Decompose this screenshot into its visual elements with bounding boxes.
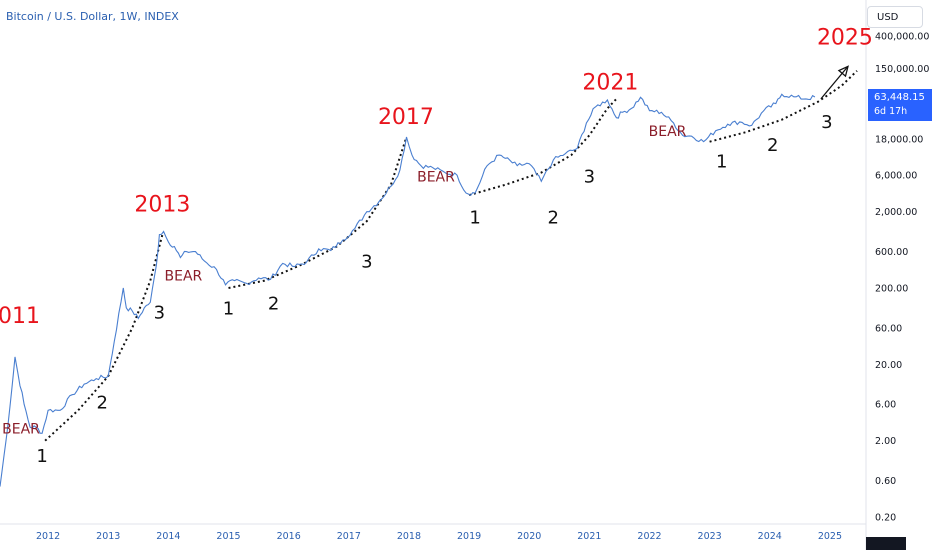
cycle-year-label: 2025	[817, 25, 873, 50]
bar-countdown: 6d 17h	[874, 106, 908, 117]
cycle-year-label: 2021	[582, 70, 638, 95]
phase-number-label: 2	[548, 207, 559, 228]
x-tick-label: 2016	[277, 531, 301, 542]
cycle-year-label: 2013	[134, 193, 190, 218]
phase-number-label: 2	[767, 135, 778, 156]
y-tick-label: 2,000.00	[875, 207, 917, 218]
x-tick-label: 2022	[637, 531, 661, 542]
bear-label: BEAR	[649, 124, 687, 140]
x-tick-label: 2020	[517, 531, 541, 542]
y-tick-label: 2.00	[875, 436, 896, 447]
phase-number-label: 1	[36, 446, 47, 467]
x-tick-label: 2013	[96, 531, 120, 542]
phase-number-label: 3	[154, 302, 165, 323]
price-series	[0, 93, 816, 487]
x-tick-label: 2014	[156, 531, 180, 542]
projection-arrow	[820, 65, 849, 100]
phase-number-label: 1	[469, 207, 480, 228]
dotted-trend-curves	[44, 65, 858, 442]
x-tick-label: 2012	[36, 531, 60, 542]
cycle-year-label: 2017	[378, 105, 434, 130]
annotations: 2011 2013 2017 2021 2025 BEAR BEAR BEAR BEAR 1 2 3 1…	[0, 25, 873, 467]
time-axis-marker	[866, 537, 906, 550]
x-tick-label: 2025	[818, 531, 842, 542]
x-tick-label: 2018	[397, 531, 421, 542]
x-tick-label: 2021	[577, 531, 601, 542]
last-price-tag: 63,448.15 6d 17h	[868, 89, 932, 121]
y-tick-label: 60.00	[875, 323, 902, 334]
x-tick-label: 2024	[758, 531, 782, 542]
y-tick-label: 18,000.00	[875, 134, 923, 145]
currency-button[interactable]: USD	[867, 6, 923, 28]
phase-number-label: 2	[268, 293, 279, 314]
price-axis[interactable]: 400,000.00 150,000.00 18,000.00 6,000.00 2,0…	[875, 32, 929, 524]
phase-number-label: 3	[361, 252, 372, 273]
y-tick-label: 600.00	[875, 247, 908, 258]
x-tick-label: 2023	[698, 531, 722, 542]
projection-arrowhead	[837, 65, 849, 78]
x-tick-label: 2015	[216, 531, 240, 542]
y-tick-label: 6.00	[875, 400, 896, 411]
y-tick-label: 0.60	[875, 476, 896, 487]
y-tick-label: 0.20	[875, 513, 896, 524]
symbol-title: Bitcoin / U.S. Dollar, 1W, INDEX	[6, 10, 179, 23]
y-tick-label: 6,000.00	[875, 171, 917, 182]
bear-label: BEAR	[417, 169, 455, 185]
x-tick-label: 2017	[337, 531, 361, 542]
phase-number-label: 3	[821, 112, 832, 133]
time-axis[interactable]: 2012 2013 2014 2015 2016 2017 2018 2019 2020 2021…	[36, 531, 842, 542]
dotted-trend-curve	[709, 70, 858, 143]
y-tick-label: 20.00	[875, 360, 902, 371]
phase-number-label: 1	[223, 298, 234, 319]
price-line	[0, 93, 816, 487]
phase-number-label: 2	[97, 392, 108, 413]
cycle-year-label: 2011	[0, 304, 40, 329]
bear-label: BEAR	[2, 421, 40, 437]
phase-number-label: 1	[716, 151, 727, 172]
y-tick-label: 200.00	[875, 283, 908, 294]
x-tick-label: 2019	[457, 531, 481, 542]
dotted-trend-curve	[468, 98, 618, 197]
y-tick-label: 400,000.00	[875, 32, 929, 43]
phase-number-label: 3	[584, 167, 595, 188]
bear-label: BEAR	[165, 269, 203, 285]
dotted-trend-curve	[228, 138, 407, 289]
last-price: 63,448.15	[874, 92, 925, 103]
y-tick-label: 150,000.00	[875, 64, 929, 75]
